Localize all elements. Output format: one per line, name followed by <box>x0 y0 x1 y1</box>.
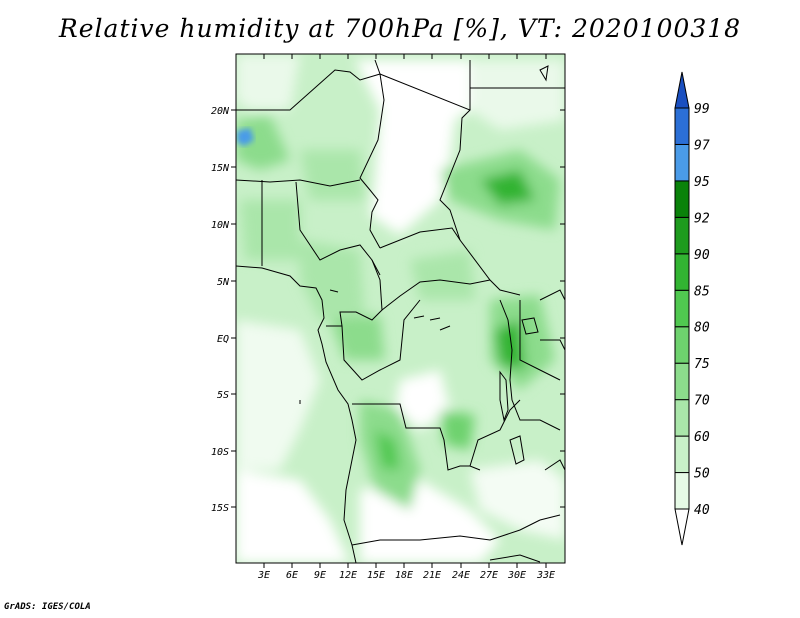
colorbar-upper-triangle <box>674 71 690 109</box>
colorbar-label: 97 <box>694 138 710 153</box>
lat-label: 20N <box>211 106 230 117</box>
lon-label: 21E <box>423 570 441 581</box>
colorbar-segment <box>674 435 690 474</box>
lon-label: 9E <box>314 570 326 581</box>
lat-label: 15S <box>211 503 229 514</box>
colorbar-lower-triangle <box>674 508 690 546</box>
lat-label: 10N <box>211 220 230 231</box>
lon-label: 30E <box>507 570 526 581</box>
colorbar-segment <box>674 216 690 255</box>
colorbar-label: 80 <box>694 321 710 336</box>
lon-label: 33E <box>536 570 555 581</box>
country-borders <box>236 59 565 563</box>
lakes <box>329 65 549 465</box>
humidity-field <box>236 54 565 563</box>
colorbar-segment <box>674 289 690 328</box>
colorbar-label: 99 <box>694 102 710 117</box>
latitude-axis: 20N 15N 10N 5N EQ 5S 10S 15S <box>211 106 565 514</box>
colorbar-label: 75 <box>694 357 710 372</box>
lon-label: 24E <box>452 570 470 581</box>
colorbar-label: 50 <box>694 467 710 482</box>
colorbar-segment <box>674 107 690 145</box>
colorbar-segment <box>674 399 690 437</box>
colorbar-segment <box>674 180 690 218</box>
colorbar-segment <box>674 472 690 510</box>
colorbar-label: 92 <box>694 211 710 226</box>
colorbar-label: 85 <box>694 284 710 299</box>
colorbar-label: 95 <box>694 175 710 190</box>
colorbar-segment <box>674 253 690 291</box>
lon-label: 27E <box>480 570 498 581</box>
colorbar-segment <box>674 362 690 401</box>
lat-label: EQ <box>217 334 229 345</box>
map-frame <box>235 53 566 564</box>
lat-label: 5S <box>217 390 229 401</box>
lat-label: 10S <box>211 447 229 458</box>
colorbar-segment <box>674 326 690 364</box>
colorbar-label: 90 <box>694 248 710 263</box>
colorbar-label: 70 <box>694 394 710 409</box>
map-title: Relative humidity at 700hPa [%], VT: 202… <box>58 14 742 43</box>
lon-label: 3E <box>257 570 270 581</box>
colorbar-segment <box>674 143 690 182</box>
colorbar-label: 60 <box>694 430 710 445</box>
lon-label: 6E <box>286 570 298 581</box>
map-panel <box>236 54 565 563</box>
longitude-axis: 3E 6E 9E 12E 15E 18E 21E 24E 27E 30E 33E <box>257 54 555 581</box>
colorbar: 40 50 60 70 75 80 85 90 92 95 97 99 <box>674 71 710 546</box>
lat-label: 15N <box>211 163 230 174</box>
lon-label: 12E <box>339 570 357 581</box>
colorbar-label: 40 <box>694 503 710 518</box>
lon-label: 15E <box>367 570 385 581</box>
lat-label: 5N <box>217 277 230 288</box>
lon-label: 18E <box>395 570 413 581</box>
credit-text: GrADS: IGES/COLA <box>4 602 91 612</box>
